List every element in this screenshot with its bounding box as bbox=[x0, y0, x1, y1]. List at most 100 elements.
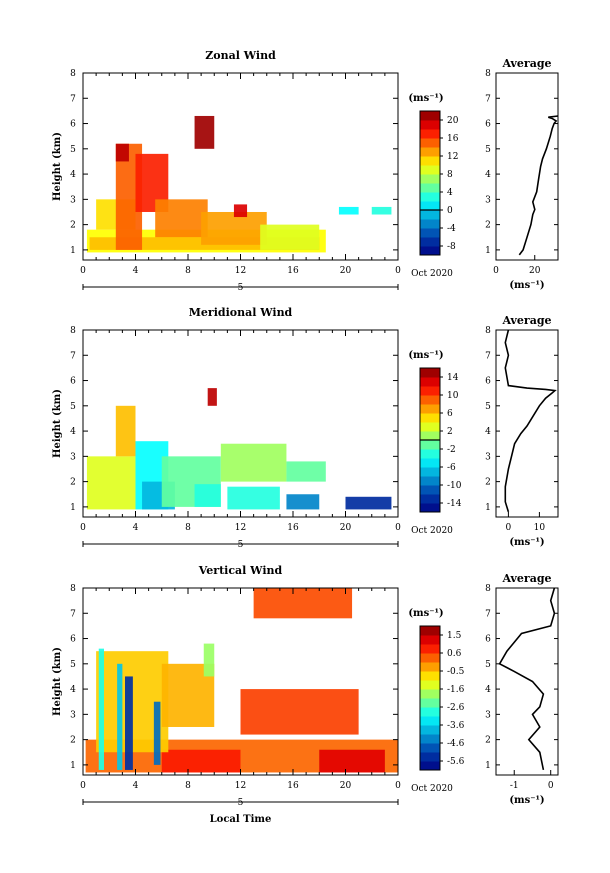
x-tick-label: 20 bbox=[340, 523, 352, 533]
colorbar-tick-label: -5.6 bbox=[447, 757, 465, 767]
y-tick-label: 8 bbox=[70, 69, 76, 79]
colorbar-tick-label: -2.6 bbox=[447, 703, 465, 713]
colorbar-tick-label: 8 bbox=[447, 170, 453, 180]
data-cell bbox=[203, 643, 215, 677]
profile-y-tick-label: 3 bbox=[485, 452, 491, 462]
colorbar-tick-label: 20 bbox=[447, 116, 459, 126]
data-cell bbox=[286, 461, 326, 482]
y-tick-label: 1 bbox=[70, 761, 76, 771]
colorbar-tick-label: -8 bbox=[447, 242, 456, 252]
data-cell bbox=[240, 689, 359, 735]
colorbar-tick-label: 10 bbox=[447, 391, 459, 401]
data-cell bbox=[345, 496, 392, 510]
data-cell bbox=[201, 211, 267, 245]
colorbar-swatch bbox=[420, 413, 440, 423]
y-tick-label: 2 bbox=[70, 478, 76, 488]
colorbar-swatch bbox=[420, 138, 440, 148]
colorbar-swatch bbox=[420, 449, 440, 459]
x-tick-label: 16 bbox=[287, 266, 299, 276]
colorbar-swatch bbox=[420, 386, 440, 396]
x-tick-label: 16 bbox=[287, 781, 299, 791]
profile-y-tick-label: 2 bbox=[485, 478, 491, 488]
colorbar-swatch bbox=[420, 147, 440, 157]
date-label: Oct 2020 bbox=[411, 526, 453, 536]
colorbar-tick-label: -4 bbox=[447, 224, 456, 234]
profile-frame bbox=[495, 587, 559, 776]
colorbar-swatch bbox=[420, 626, 440, 636]
data-cell bbox=[125, 676, 133, 770]
colorbar-swatch bbox=[420, 680, 440, 690]
colorbar-swatch bbox=[420, 716, 440, 726]
data-cell bbox=[115, 405, 136, 457]
colorbar-swatch bbox=[420, 698, 440, 708]
profile-title: Average bbox=[501, 572, 551, 585]
colorbar-swatch bbox=[420, 662, 440, 672]
profile-y-tick-label: 5 bbox=[485, 145, 491, 155]
colorbar-swatch bbox=[420, 494, 440, 504]
y-tick-label: 7 bbox=[70, 351, 76, 361]
colorbar-swatch bbox=[420, 377, 440, 387]
y-tick-label: 6 bbox=[70, 635, 76, 645]
profile-y-tick-label: 8 bbox=[485, 326, 491, 336]
x-tick-label: 0 bbox=[80, 781, 86, 791]
colorbar-tick-label: 14 bbox=[447, 373, 459, 383]
profile-x-tick-label: 20 bbox=[529, 266, 541, 276]
colorbar-tick-label: 0.6 bbox=[447, 649, 462, 659]
profile-y-tick-label: 2 bbox=[485, 221, 491, 231]
profile-y-tick-label: 1 bbox=[485, 761, 491, 771]
colorbar-tick-label: 1.5 bbox=[447, 631, 462, 641]
x-tick-label: 0 bbox=[395, 781, 401, 791]
x-tick-label: 20 bbox=[340, 781, 352, 791]
y-tick-label: 7 bbox=[70, 94, 76, 104]
y-tick-label: 5 bbox=[70, 145, 76, 155]
data-cell bbox=[161, 749, 241, 773]
colorbar-swatch bbox=[420, 689, 440, 699]
profile-y-tick-label: 4 bbox=[485, 427, 491, 437]
x-tick-label: 0 bbox=[80, 523, 86, 533]
data-cell bbox=[319, 749, 385, 773]
colorbar-swatch bbox=[420, 752, 440, 762]
profile-title: Average bbox=[501, 57, 551, 70]
profile-y-tick-label: 1 bbox=[485, 503, 491, 513]
day-marker: 5 bbox=[238, 540, 244, 550]
colorbar-swatch bbox=[420, 476, 440, 486]
y-tick-label: 1 bbox=[70, 503, 76, 513]
profile-y-tick-label: 1 bbox=[485, 246, 491, 256]
x-tick-label: 12 bbox=[235, 781, 246, 791]
colorbar-tick-label: -2 bbox=[447, 445, 456, 455]
profile-line bbox=[518, 115, 559, 256]
colorbar-frame bbox=[419, 625, 441, 771]
profile-title: Average bbox=[501, 314, 551, 327]
colorbar-swatch bbox=[420, 210, 440, 220]
y-tick-label: 8 bbox=[70, 584, 76, 594]
colorbar-swatch bbox=[420, 192, 440, 202]
x-tick-label: 16 bbox=[287, 523, 299, 533]
date-label: Oct 2020 bbox=[411, 784, 453, 794]
colorbar-swatch bbox=[420, 458, 440, 468]
profile-y-tick-label: 7 bbox=[485, 351, 491, 361]
day-marker: 5 bbox=[238, 283, 244, 293]
data-cell bbox=[117, 663, 123, 770]
chart-title: Vertical Wind bbox=[198, 564, 283, 577]
x-tick-label: 8 bbox=[185, 523, 191, 533]
colorbar-tick-label: 16 bbox=[447, 134, 459, 144]
y-tick-label: 4 bbox=[70, 685, 76, 695]
data-cell bbox=[98, 648, 104, 770]
profile-x-tick-label: 0 bbox=[506, 523, 512, 533]
colorbar-swatch bbox=[420, 129, 440, 139]
colorbar-swatch bbox=[420, 707, 440, 717]
data-cell bbox=[115, 143, 129, 162]
profile-x-tick-label: 0 bbox=[493, 266, 499, 276]
profile-x-tick-label: -1 bbox=[510, 781, 519, 791]
profile-y-tick-label: 2 bbox=[485, 736, 491, 746]
y-tick-label: 6 bbox=[70, 377, 76, 387]
colorbar-swatch bbox=[420, 120, 440, 130]
y-axis-label: Height (km) bbox=[52, 389, 63, 458]
colorbar-swatch bbox=[420, 219, 440, 229]
profile-y-tick-label: 5 bbox=[485, 660, 491, 670]
y-tick-label: 4 bbox=[70, 427, 76, 437]
colorbar-swatch bbox=[420, 246, 440, 256]
profile-line bbox=[498, 587, 556, 771]
